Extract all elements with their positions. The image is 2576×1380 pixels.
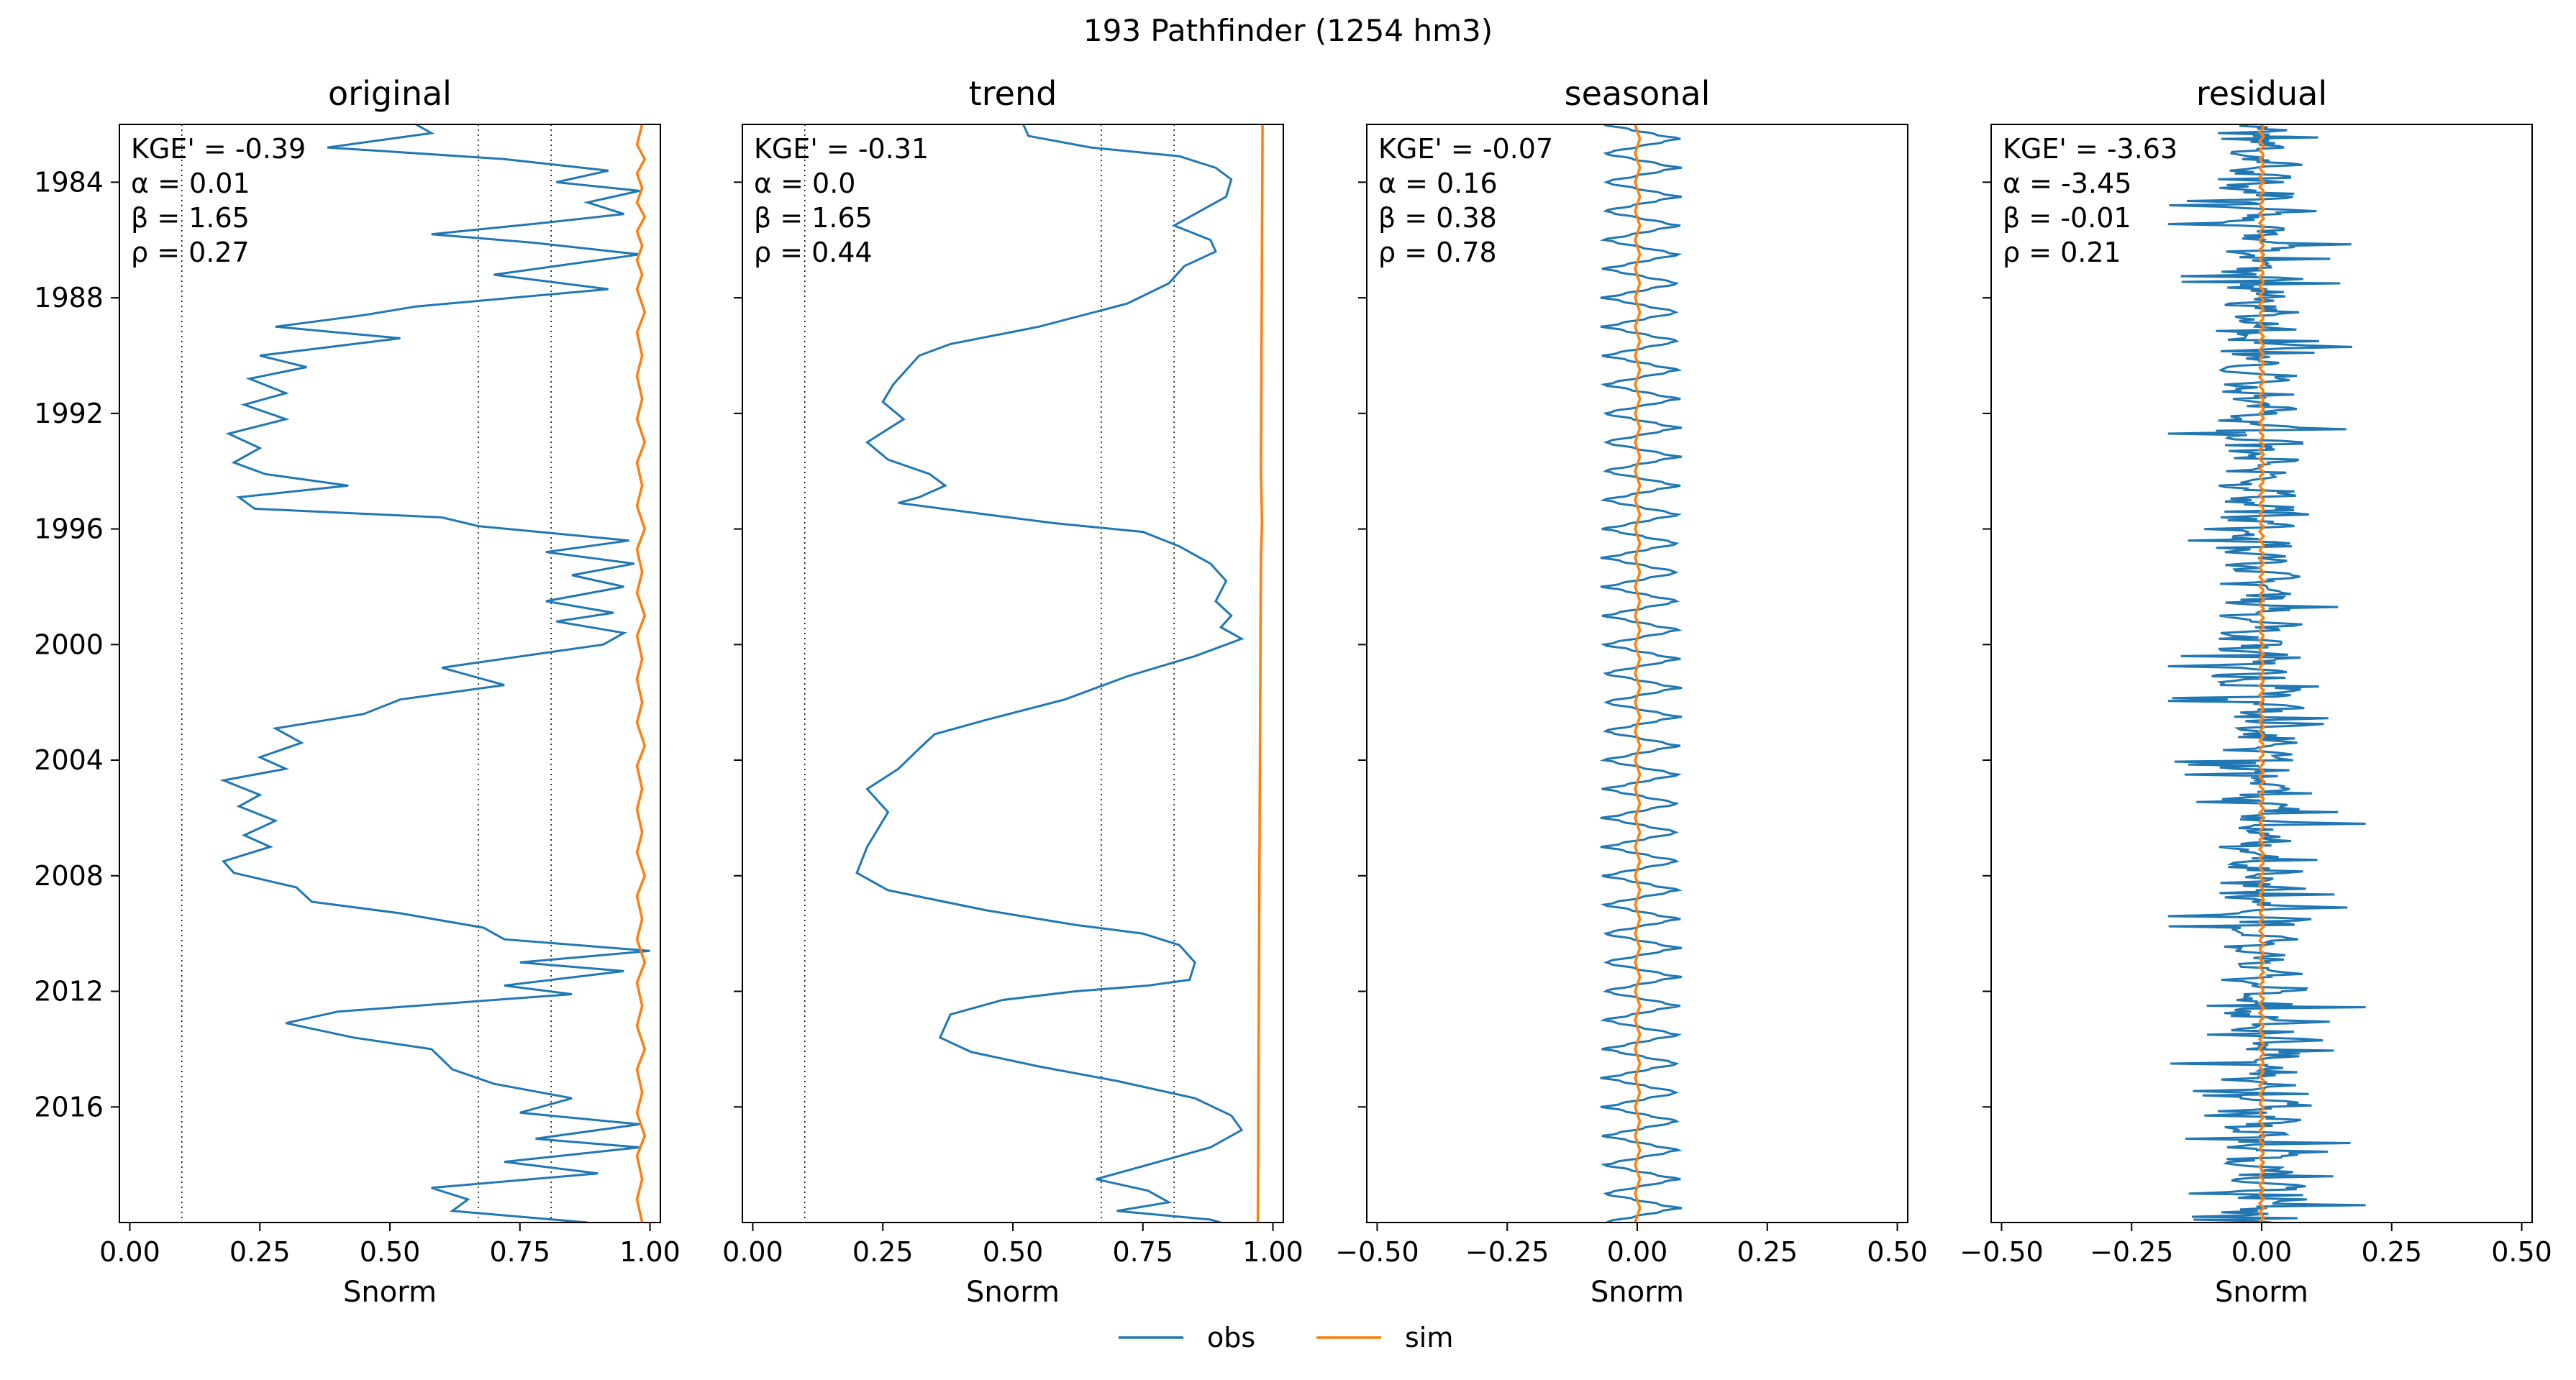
x-tick-label: 0.25 (852, 1236, 914, 1268)
x-tick-label: 0.00 (722, 1236, 783, 1268)
x-tick-label: 0.50 (2491, 1236, 2552, 1268)
stats-text-line: α = 0.01 (131, 168, 250, 199)
stats-text-line: α = 0.0 (754, 168, 855, 199)
y-tick-label: 1988 (34, 282, 104, 314)
stats-text-line: β = -0.01 (2003, 202, 2131, 234)
sim-series-line (1256, 124, 1264, 1223)
stats-text-line: α = -3.45 (2003, 168, 2131, 199)
stats-text-line: KGE' = -0.39 (131, 133, 306, 165)
x-tick-label: −0.50 (1960, 1236, 2043, 1268)
obs-series-line (855, 124, 1244, 1223)
x-tick-label: 1.00 (619, 1236, 681, 1268)
obs-series-line (2167, 124, 2366, 1223)
stats-text-line: α = 0.16 (1378, 168, 1498, 199)
stats-text-line: ρ = 0.21 (2003, 237, 2121, 268)
x-tick-label: 0.00 (1607, 1236, 1668, 1268)
obs-series-line (1599, 124, 1683, 1223)
sim-series-line (2257, 124, 2266, 1223)
y-tick-label: 2008 (34, 860, 104, 892)
y-tick-label: 2004 (34, 744, 104, 776)
x-tick-label: 0.50 (1867, 1236, 1928, 1268)
stats-text-line: β = 1.65 (131, 202, 250, 234)
stats-text-line: ρ = 0.44 (754, 237, 873, 268)
x-tick-label: 0.25 (2361, 1236, 2422, 1268)
x-tick-label: −0.25 (1465, 1236, 1549, 1268)
x-tick-label: 0.25 (1737, 1236, 1798, 1268)
x-axis-label: Snorm (343, 1276, 437, 1309)
legend-sim-label: sim (1405, 1322, 1453, 1353)
x-tick-label: 0.50 (360, 1236, 421, 1268)
stats-text-line: KGE' = -3.63 (2003, 133, 2177, 165)
x-tick-label: 0.00 (99, 1236, 160, 1268)
x-tick-label: 0.75 (1112, 1236, 1173, 1268)
x-axis-label: Snorm (966, 1276, 1060, 1309)
y-tick-label: 2012 (34, 976, 104, 1007)
legend-obs-label: obs (1207, 1322, 1255, 1353)
panel-title-residual: residual (2196, 74, 2327, 113)
x-tick-label: 0.00 (2231, 1236, 2293, 1268)
panel-frame (742, 124, 1284, 1223)
stats-text-line: β = 1.65 (754, 202, 873, 234)
x-tick-label: 0.25 (229, 1236, 291, 1268)
panel-frame (119, 124, 661, 1223)
x-tick-label: 0.75 (489, 1236, 550, 1268)
panel-title-seasonal: seasonal (1565, 74, 1711, 113)
sim-series-line (635, 124, 647, 1223)
x-tick-label: 0.50 (983, 1236, 1044, 1268)
y-tick-label: 2000 (34, 629, 104, 660)
y-tick-label: 1996 (34, 513, 104, 545)
panel-title-trend: trend (969, 74, 1057, 113)
obs-series-line (219, 124, 650, 1223)
x-tick-label: −0.25 (2090, 1236, 2173, 1268)
x-tick-label: −0.50 (1335, 1236, 1419, 1268)
sim-series-line (1634, 124, 1642, 1223)
stats-text-line: ρ = 0.78 (1378, 237, 1497, 268)
stats-text-line: ρ = 0.27 (131, 237, 250, 268)
stats-text-line: KGE' = -0.07 (1378, 133, 1553, 165)
y-tick-label: 1992 (34, 398, 104, 429)
x-axis-label: Snorm (2215, 1276, 2308, 1309)
stats-text-line: KGE' = -0.31 (754, 133, 929, 165)
panel-title-original: original (328, 74, 452, 113)
stats-text-line: β = 0.38 (1378, 202, 1497, 234)
y-tick-label: 2016 (34, 1091, 104, 1123)
x-axis-label: Snorm (1590, 1276, 1684, 1309)
figure-suptitle: 193 Pathfinder (1254 hm3) (1083, 13, 1493, 48)
y-tick-label: 1984 (34, 166, 104, 198)
x-tick-label: 1.00 (1242, 1236, 1303, 1268)
